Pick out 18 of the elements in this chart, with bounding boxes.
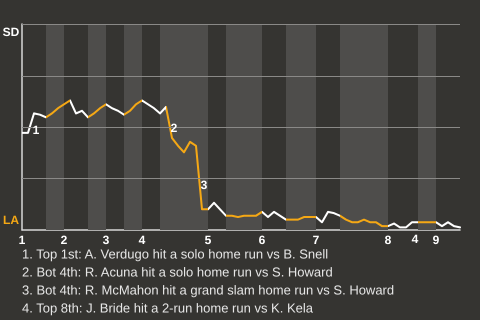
x-tick-label: 6 <box>258 233 266 247</box>
text: 1. Top 1st: A. Verdugo hit a solo home run vs B. Snell <box>22 246 328 262</box>
annotation: 1 <box>32 123 40 137</box>
annotation: 3 <box>200 178 208 192</box>
x-tick-label: 3 <box>102 233 110 247</box>
annotation: 2 <box>170 121 178 135</box>
x-tick-label: 8 <box>384 233 392 247</box>
text: 4. Top 8th: J. Bride hit a 2-run home run vs K. Kela <box>22 300 314 316</box>
x-tick-label: 9 <box>432 233 440 247</box>
text: SD <box>2 25 20 39</box>
x-tick-label: 1 <box>18 233 26 247</box>
x-tick-label: 2 <box>60 233 68 247</box>
x-tick-label: 4 <box>138 233 146 247</box>
text: 2. Bot 4th: R. Acuna hit a solo home run vs S. Howard <box>22 264 333 280</box>
x-tick-label: 5 <box>204 233 212 247</box>
text: 3. Bot 4th: R. McMahon hit a grand slam home run vs S. Howard <box>22 282 394 298</box>
text: LA <box>3 213 20 227</box>
x-tick-label: 7 <box>312 233 320 247</box>
